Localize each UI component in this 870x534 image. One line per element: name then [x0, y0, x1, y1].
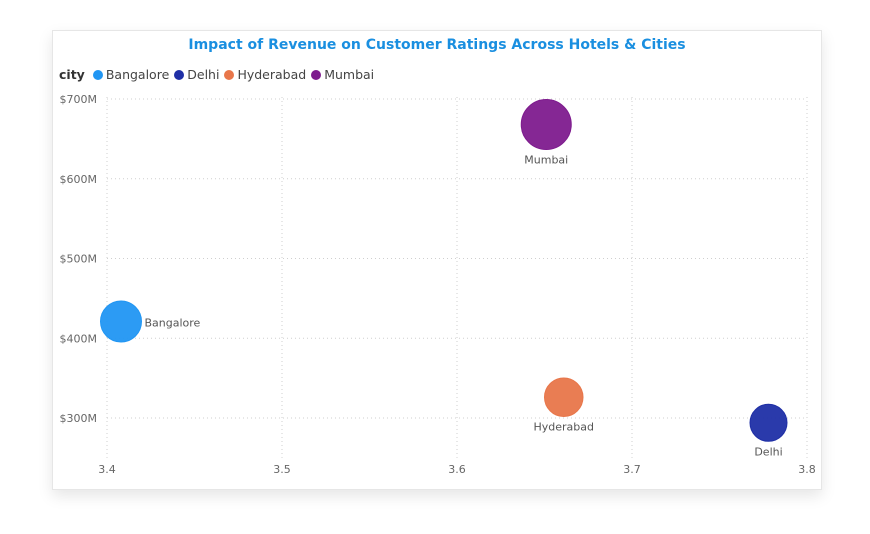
legend-item-mumbai[interactable]: Mumbai	[311, 67, 374, 82]
bubble-bangalore	[100, 300, 142, 343]
legend-marker-bangalore	[92, 69, 103, 80]
legend-label-bangalore: Bangalore	[105, 67, 170, 82]
legend-label-mumbai: Mumbai	[324, 67, 375, 82]
legend-marker-mumbai	[311, 69, 322, 80]
x-tick-label: 3.6	[448, 463, 466, 476]
chart-legend: city Bangalore Delhi Hyderabad Mumbai	[59, 67, 379, 82]
y-axis-ticks: $300M $400M $500M $600M $700M	[60, 93, 98, 425]
gridlines	[106, 97, 808, 458]
data-label-hyderabad: Hyderabad	[534, 421, 595, 434]
scatter-plot: $300M$400M$500M$600M$700M 3.4 3.5 3.6 3.7 3.…	[60, 93, 816, 476]
data-label-bangalore: Bangalore	[145, 317, 201, 330]
chart-card: Impact of Revenue on Customer Ratings Ac…	[52, 30, 822, 490]
y-tick-label: $700M	[60, 93, 98, 106]
legend-label-hyderabad: Hyderabad	[237, 67, 307, 82]
chart-title: Impact of Revenue on Customer Ratings Ac…	[188, 37, 686, 53]
legend-item-bangalore[interactable]: Bangalore	[92, 67, 170, 82]
legend-label-delhi: Delhi	[187, 67, 220, 82]
y-tick-label: $400M	[60, 332, 98, 345]
data-label-delhi: Delhi	[754, 445, 782, 458]
bubble-delhi	[749, 403, 788, 442]
y-tick-label: $500M	[60, 253, 98, 266]
x-axis-ticks: 3.4 3.5 3.6 3.7 3.8	[98, 463, 816, 476]
bubble-mumbai	[520, 99, 572, 151]
x-tick-label: 3.4	[98, 463, 116, 476]
y-tick-label: $600M	[60, 173, 98, 186]
data-points: Bangalore Delhi Hyderabad Mumbai	[100, 99, 788, 458]
legend-item-hyderabad[interactable]: Hyderabad	[224, 67, 306, 82]
legend-marker-delhi	[174, 69, 185, 80]
y-tick-label: $300M	[60, 412, 98, 425]
data-label-mumbai: Mumbai	[524, 154, 568, 167]
x-tick-label: 3.8	[798, 463, 816, 476]
legend-item-delhi[interactable]: Delhi	[174, 67, 219, 82]
legend-marker-hyderabad	[224, 69, 235, 80]
x-tick-label: 3.5	[273, 463, 291, 476]
x-tick-label: 3.7	[623, 463, 641, 476]
bubble-hyderabad	[544, 377, 584, 418]
legend-title: city	[59, 67, 85, 82]
